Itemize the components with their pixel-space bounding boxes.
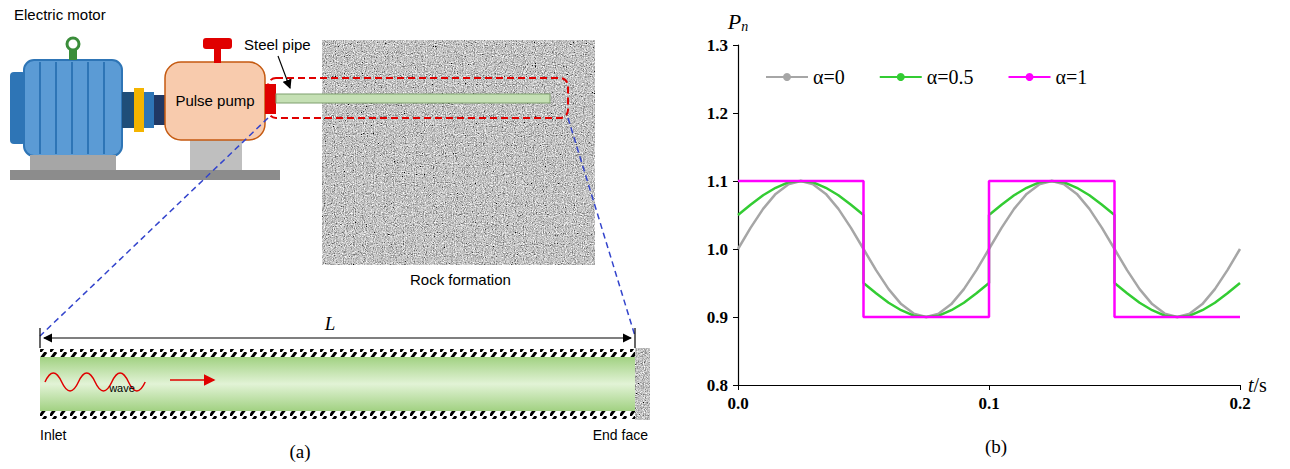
svg-text:Steel pipe: Steel pipe xyxy=(244,36,311,53)
svg-text:α=0.5: α=0.5 xyxy=(927,66,974,88)
svg-text:Pulse pump: Pulse pump xyxy=(175,92,254,109)
svg-text:t: t xyxy=(1248,374,1254,396)
svg-text:End face: End face xyxy=(593,427,648,443)
svg-text:0.8: 0.8 xyxy=(707,376,728,395)
svg-text:P: P xyxy=(727,9,741,34)
svg-text:1.3: 1.3 xyxy=(707,36,728,55)
svg-text:L: L xyxy=(324,313,336,334)
svg-text:1.0: 1.0 xyxy=(707,240,728,259)
svg-text:0.1: 0.1 xyxy=(978,394,999,413)
svg-text:0.2: 0.2 xyxy=(1229,394,1250,413)
svg-text:/s: /s xyxy=(1254,374,1268,396)
svg-text:1.2: 1.2 xyxy=(707,104,728,123)
svg-text:α=0: α=0 xyxy=(813,66,845,88)
svg-text:(a): (a) xyxy=(289,441,310,463)
svg-text:wave: wave xyxy=(108,382,135,394)
svg-text:Electric motor: Electric motor xyxy=(14,6,106,23)
svg-text:n: n xyxy=(741,19,748,34)
svg-text:1.1: 1.1 xyxy=(707,172,728,191)
html-text:(b): (b) xyxy=(985,436,1008,457)
svg-text:α=1: α=1 xyxy=(1056,66,1088,88)
svg-text:Rock formation: Rock formation xyxy=(410,271,511,288)
svg-text:0.9: 0.9 xyxy=(707,308,728,327)
svg-text:0.0: 0.0 xyxy=(727,394,748,413)
svg-text:Inlet: Inlet xyxy=(40,427,67,443)
